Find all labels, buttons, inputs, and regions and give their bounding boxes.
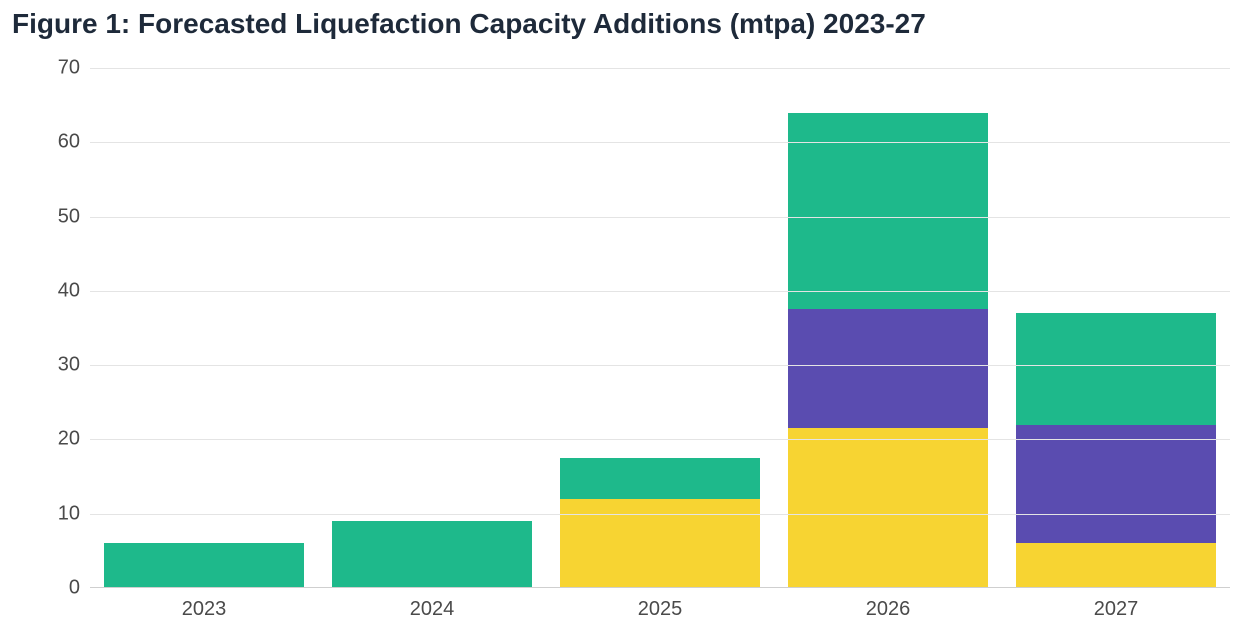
bar-segment-purple xyxy=(1016,425,1217,544)
bar-stack xyxy=(560,68,761,588)
gridline xyxy=(90,291,1230,292)
gridline xyxy=(90,68,1230,69)
y-tick-label: 0 xyxy=(40,577,80,600)
y-tick-label: 40 xyxy=(40,279,80,302)
x-tick-label: 2026 xyxy=(774,588,1002,628)
y-tick-label: 60 xyxy=(40,131,80,154)
bar-slot xyxy=(90,68,318,588)
bar-segment-yellow xyxy=(788,428,989,588)
x-tick-label: 2023 xyxy=(90,588,318,628)
bar-segment-green xyxy=(1016,313,1217,424)
bar-segment-yellow xyxy=(560,499,761,588)
x-tick-label: 2025 xyxy=(546,588,774,628)
gridline xyxy=(90,439,1230,440)
chart-container: 010203040506070 20232024202520262027 xyxy=(30,68,1230,628)
bar-stack xyxy=(1016,68,1217,588)
bar-stack xyxy=(788,68,989,588)
gridline xyxy=(90,514,1230,515)
chart-title: Figure 1: Forecasted Liquefaction Capaci… xyxy=(12,8,926,40)
y-tick-label: 70 xyxy=(40,57,80,80)
bar-stack xyxy=(104,68,305,588)
x-axis-labels: 20232024202520262027 xyxy=(90,588,1230,628)
x-tick-label: 2027 xyxy=(1002,588,1230,628)
bar-stack xyxy=(332,68,533,588)
bar-segment-green xyxy=(104,543,305,588)
bar-segment-green xyxy=(332,521,533,588)
gridline xyxy=(90,217,1230,218)
bar-slot xyxy=(774,68,1002,588)
y-tick-label: 20 xyxy=(40,428,80,451)
bar-segment-purple xyxy=(788,309,989,428)
plot-area: 010203040506070 xyxy=(90,68,1230,588)
x-tick-label: 2024 xyxy=(318,588,546,628)
bar-slot xyxy=(318,68,546,588)
y-tick-label: 30 xyxy=(40,354,80,377)
y-tick-label: 50 xyxy=(40,205,80,228)
bar-segment-green xyxy=(560,458,761,499)
bars-region xyxy=(90,68,1230,588)
y-tick-label: 10 xyxy=(40,502,80,525)
bar-slot xyxy=(546,68,774,588)
bar-segment-yellow xyxy=(1016,543,1217,588)
gridline xyxy=(90,365,1230,366)
gridline xyxy=(90,142,1230,143)
bar-slot xyxy=(1002,68,1230,588)
